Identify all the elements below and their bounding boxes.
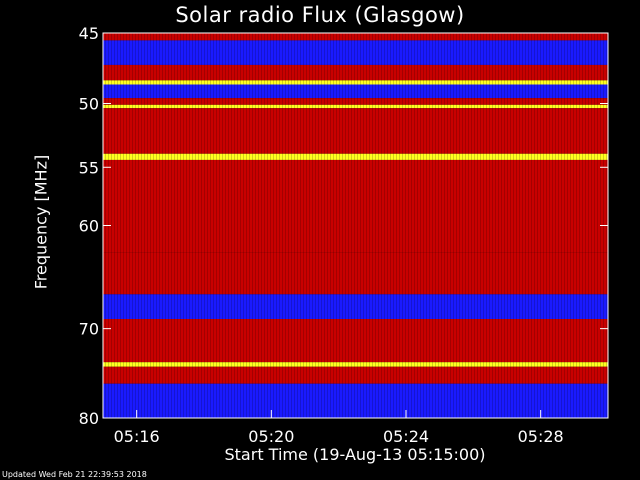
x-axis: 05:16 05:20 05:24 05:28 (114, 410, 564, 446)
chart-title: Solar radio Flux (Glasgow) (175, 3, 465, 27)
y-tick-label-55: 55 (79, 158, 99, 177)
y-tick-label-70: 70 (79, 320, 99, 339)
updated-timestamp: Updated Wed Feb 21 22:39:53 2018 (2, 470, 147, 479)
x-tick-label-05:16: 05:16 (114, 427, 160, 446)
y-axis-label: Frequency [MHz] (31, 154, 51, 290)
y-tick-label-80: 80 (79, 409, 99, 428)
y-tick-label-60: 60 (79, 217, 99, 236)
texture-overlay (103, 33, 608, 418)
x-tick-label-05:20: 05:20 (248, 427, 294, 446)
y-tick-label-45: 45 (79, 24, 99, 43)
x-tick-label-05:28: 05:28 (518, 427, 564, 446)
y-axis: 45 50 55 60 70 80 (79, 24, 608, 428)
x-tick-label-05:24: 05:24 (383, 427, 429, 446)
y-tick-label-50: 50 (79, 95, 99, 114)
x-axis-label: Start Time (19-Aug-13 05:15:00) (224, 445, 486, 464)
